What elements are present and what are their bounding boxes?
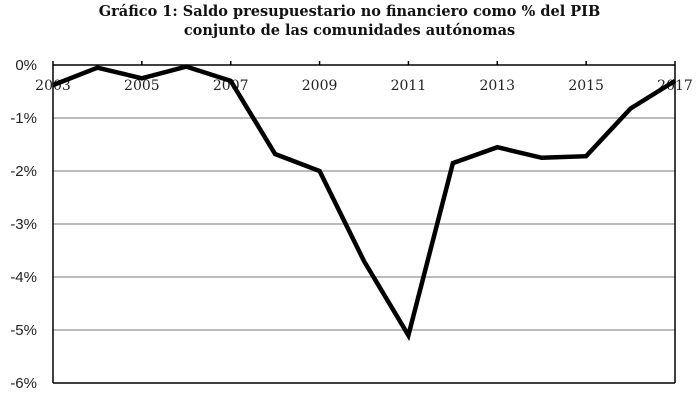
y-tick-label: -5% [10,322,37,339]
y-tick-label: -6% [10,375,37,392]
y-axis-labels: 0% -1% -2% -3% -4% -5% -6% [10,57,37,392]
axes [52,61,676,384]
x-tick-label: 2017 [657,78,693,94]
chart-title-line2: conjunto de las comunidades autónomas [183,22,516,39]
y-tick-label: -1% [10,110,37,127]
y-tick-label: -3% [10,216,37,233]
x-axis-labels: 2003 2005 2007 2009 2011 2013 2015 2017 [35,78,693,94]
x-tick-label: 2009 [302,78,338,94]
x-tick-label: 2005 [124,78,160,94]
gridlines [53,117,675,331]
y-tick-label: -4% [10,269,37,286]
x-tick-label: 2011 [391,78,427,94]
y-tick-label: -2% [10,163,37,180]
series-line [52,64,677,342]
y-tick-label: 0% [15,57,37,74]
chart-title-line1: Gráfico 1: Saldo presupuestario no finan… [98,3,601,20]
x-tick-label: 2013 [479,78,515,94]
chart-title: Gráfico 1: Saldo presupuestario no finan… [0,2,699,40]
x-tick-label: 2015 [568,78,604,94]
x-tick-label: 2007 [213,78,249,94]
